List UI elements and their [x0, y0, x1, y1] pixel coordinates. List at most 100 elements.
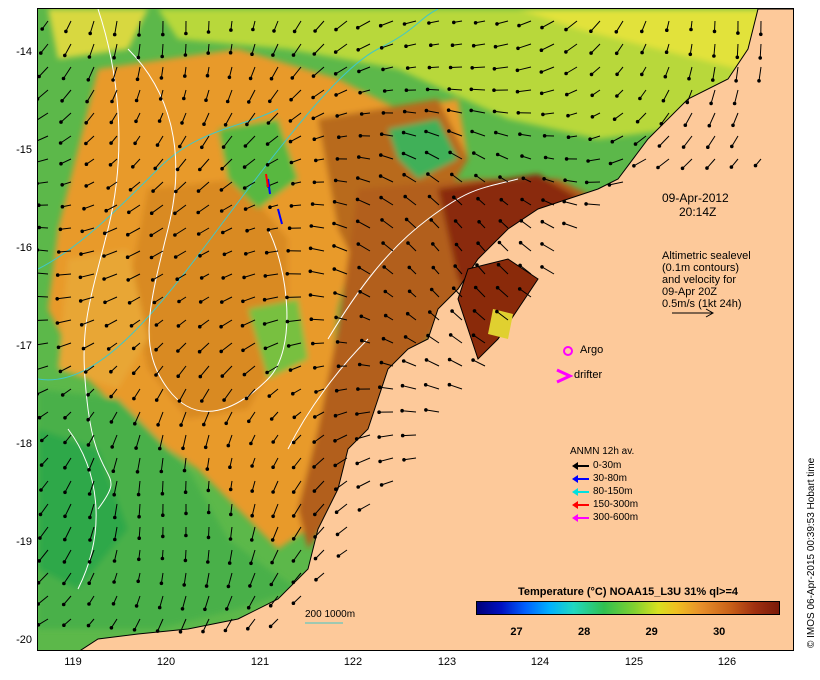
velocity-arrow: [312, 89, 325, 98]
velocity-arrow: [184, 457, 187, 471]
anmn-legend-title: ANMN 12h av.: [570, 446, 635, 457]
velocity-arrow: [310, 294, 325, 298]
velocity-arrow: [63, 572, 72, 584]
velocity-arrow: [251, 526, 256, 541]
velocity-arrow-head: [198, 324, 202, 329]
velocity-arrow-head: [471, 43, 476, 48]
velocity-arrow: [136, 89, 141, 101]
velocity-arrow: [290, 365, 302, 371]
velocity-arrow: [686, 89, 693, 103]
altimetry-note: Altimetric sealevel (0.1m contours) and …: [662, 250, 751, 310]
velocity-arrow: [287, 319, 302, 323]
velocity-arrow-head: [103, 300, 107, 305]
velocity-arrow: [264, 319, 279, 325]
velocity-arrow: [356, 411, 371, 415]
velocity-arrow-head: [543, 155, 548, 160]
velocity-arrow: [60, 135, 72, 144]
velocity-arrow-head: [270, 538, 275, 542]
velocity-arrow: [310, 247, 325, 252]
velocity-arrow: [519, 265, 532, 275]
velocity-arrow: [137, 457, 141, 472]
velocity-arrow-head: [219, 349, 223, 354]
velocity-arrow: [565, 43, 578, 53]
velocity-arrow-head: [38, 602, 40, 606]
velocity-arrow: [229, 549, 233, 564]
velocity-arrow: [38, 319, 49, 321]
velocity-arrow-head: [665, 28, 669, 33]
velocity-arrow: [198, 181, 210, 192]
velocity-arrow-head: [659, 122, 664, 126]
velocity-arrow: [542, 112, 555, 115]
velocity-arrow-head: [199, 276, 204, 280]
velocity-arrow-head: [381, 241, 385, 245]
velocity-arrow-head: [285, 295, 289, 300]
velocity-arrow-head: [201, 629, 205, 634]
velocity-arrow: [357, 457, 371, 464]
velocity-arrow: [427, 335, 440, 344]
velocity-arrow: [683, 135, 693, 148]
velocity-arrow-head: [268, 624, 273, 629]
velocity-arrow: [203, 112, 210, 125]
velocity-arrow: [40, 480, 49, 491]
velocity-arrow-head: [206, 30, 211, 34]
velocity-arrow: [405, 336, 417, 344]
velocity-arrow-head: [311, 116, 316, 121]
velocity-arrow-head: [206, 560, 210, 564]
velocity-arrow: [127, 250, 141, 258]
velocity-arrow-head: [314, 158, 318, 163]
velocity-arrow-head: [517, 287, 522, 291]
velocity-arrow-head: [357, 265, 361, 270]
velocity-arrow-head: [154, 398, 159, 402]
velocity-arrow: [427, 88, 440, 91]
velocity-arrow: [159, 434, 164, 449]
velocity-arrow-head: [336, 364, 341, 369]
velocity-arrow-head: [134, 604, 139, 608]
velocity-arrow-head: [377, 435, 382, 439]
velocity-arrow: [357, 198, 371, 206]
bathy-legend-line: [305, 622, 343, 624]
scale-arrow: [672, 308, 715, 318]
velocity-arrow-head: [247, 100, 251, 104]
velocity-arrow: [335, 316, 348, 321]
velocity-arrow-head: [732, 101, 737, 106]
velocity-arrow: [202, 618, 210, 632]
velocity-arrow-head: [87, 468, 91, 472]
velocity-arrow: [541, 243, 555, 252]
velocity-arrow-head: [112, 580, 116, 584]
velocity-arrow: [155, 365, 164, 376]
velocity-arrow: [358, 66, 371, 72]
velocity-arrow: [133, 388, 141, 399]
lat-tick-label: -14: [16, 46, 32, 58]
velocity-arrow: [612, 135, 624, 143]
velocity-arrow-head: [61, 76, 66, 81]
velocity-arrow: [314, 480, 325, 492]
velocity-arrow: [83, 342, 95, 350]
velocity-arrow: [270, 572, 279, 585]
lat-tick-label: -19: [16, 536, 32, 548]
velocity-arrow-head: [380, 218, 384, 222]
velocity-arrow-head: [492, 88, 496, 92]
velocity-arrow: [731, 135, 739, 147]
velocity-arrow-head: [87, 602, 91, 606]
velocity-arrow-head: [127, 210, 131, 215]
velocity-arrow-head: [181, 446, 185, 451]
velocity-arrow: [245, 135, 256, 147]
velocity-arrow-head: [518, 132, 522, 136]
velocity-arrow: [659, 135, 670, 147]
velocity-arrow-head: [590, 93, 595, 98]
velocity-arrow: [157, 411, 164, 425]
velocity-arrow: [335, 411, 348, 417]
velocity-arrow: [426, 152, 440, 160]
velocity-arrow-head: [106, 347, 111, 351]
velocity-arrow: [564, 201, 578, 206]
velocity-arrow-head: [334, 487, 338, 492]
velocity-arrow: [177, 365, 187, 377]
velocity-arrow-head: [248, 76, 253, 81]
velocity-arrow: [174, 204, 187, 214]
velocity-arrow: [38, 158, 49, 163]
velocity-arrow-head: [175, 277, 179, 282]
anmn-legend-label: 0-30m: [593, 460, 622, 471]
velocity-arrow-head: [404, 217, 409, 222]
velocity-arrow-head: [227, 561, 232, 565]
velocity-arrow: [206, 457, 210, 470]
